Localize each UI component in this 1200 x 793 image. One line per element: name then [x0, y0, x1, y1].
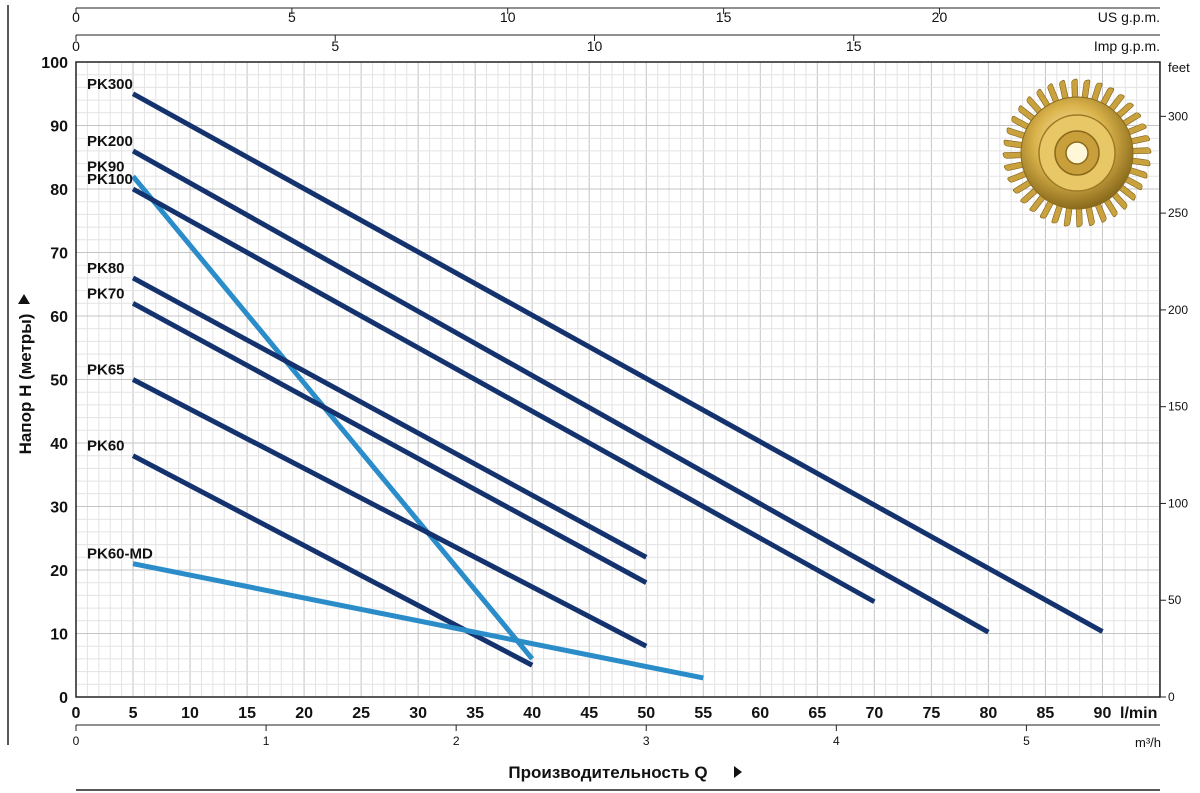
us-gpm-tick-label: 10: [500, 9, 516, 25]
x-tick-label: 10: [181, 705, 199, 722]
x-tick-label: 5: [129, 705, 138, 722]
impeller-icon: [1002, 78, 1152, 228]
m3h-tick-label: 4: [833, 734, 840, 748]
series-line-pk200: [131, 148, 990, 635]
feet-tick-label: 200: [1168, 303, 1188, 317]
x-tick-label: 85: [1037, 705, 1055, 722]
us-gpm-label: US g.p.m.: [1098, 9, 1160, 25]
x-tick-label: 20: [295, 705, 313, 722]
plot-border: [75, 61, 1161, 698]
us-gpm-tick-label: 15: [716, 9, 732, 25]
series-line-pk65: [131, 377, 648, 649]
m3h-tick-label: 2: [453, 734, 460, 748]
feet-label: feet: [1168, 60, 1190, 75]
x-tick-label: 50: [637, 705, 655, 722]
m3h-tick-label: 5: [1023, 734, 1030, 748]
imp-gpm-tick-label: 0: [72, 38, 80, 54]
x-axis-arrow-icon: [734, 766, 742, 778]
imp-gpm-tick-label: 15: [846, 38, 862, 54]
m3h-tick-label: 3: [643, 734, 650, 748]
series-line-pk80: [131, 275, 648, 560]
series-label-pk65: PK65: [87, 362, 125, 379]
y-axis-title: Напор H (метры): [16, 314, 35, 455]
y-tick-label: 70: [50, 246, 68, 263]
x-tick-label: 35: [466, 705, 484, 722]
feet-tick-label: 100: [1168, 496, 1188, 510]
m3h-tick-label: 0: [73, 734, 80, 748]
feet-tick-label: 150: [1168, 400, 1188, 414]
series-label-pk200: PK200: [87, 133, 133, 150]
y-tick-label: 50: [50, 373, 68, 390]
x-tick-label: 60: [751, 705, 769, 722]
x-unit-label: l/min: [1120, 705, 1157, 722]
m3h-tick-label: 1: [263, 734, 270, 748]
imp-gpm-tick-label: 10: [587, 38, 603, 54]
y-tick-label: 40: [50, 436, 68, 453]
y-tick-label: 10: [50, 627, 68, 644]
imp-gpm-label: Imp g.p.m.: [1094, 38, 1160, 54]
x-tick-label: 40: [523, 705, 541, 722]
x-tick-label: 65: [808, 705, 826, 722]
series-label-pk70: PK70: [87, 285, 125, 302]
feet-tick-label: 50: [1168, 593, 1182, 607]
x-tick-label: 55: [694, 705, 712, 722]
x-tick-label: 90: [1094, 705, 1112, 722]
feet-tick-label: 300: [1168, 109, 1188, 123]
x-tick-label: 75: [922, 705, 940, 722]
series-layer: [131, 91, 1104, 681]
y-tick-label: 100: [41, 55, 68, 72]
us-gpm-tick-label: 20: [932, 9, 948, 25]
series-label-pk60-md: PK60-MD: [87, 546, 153, 563]
series-label-pk300: PK300: [87, 76, 133, 93]
x-tick-label: 15: [238, 705, 256, 722]
series-label-pk100: PK100: [87, 171, 133, 188]
chart-grid: [75, 61, 1160, 698]
x-tick-label: 70: [865, 705, 883, 722]
x-tick-label: 30: [409, 705, 427, 722]
y-tick-label: 30: [50, 500, 68, 517]
series-line-pk70: [131, 301, 648, 585]
series-line-pk60-md: [132, 561, 704, 681]
y-tick-label: 60: [50, 309, 68, 326]
x-tick-label: 80: [980, 705, 998, 722]
plot-frame: [75, 7, 1161, 726]
x-axis-title: Производительность Q: [508, 763, 707, 782]
series-label-pk60: PK60: [87, 438, 125, 455]
y-axis-arrow-icon: [18, 294, 30, 304]
us-gpm-tick-label: 5: [288, 9, 296, 25]
series-line-pk300: [131, 91, 1104, 634]
x-tick-label: 45: [580, 705, 598, 722]
x-tick-label: 25: [352, 705, 370, 722]
y-tick-label: 80: [50, 182, 68, 199]
feet-tick-label: 0: [1168, 690, 1175, 704]
feet-tick-label: 250: [1168, 206, 1188, 220]
y-tick-label: 20: [50, 563, 68, 580]
m3h-unit-label: m³/h: [1135, 735, 1161, 750]
imp-gpm-tick-label: 5: [331, 38, 339, 54]
series-label-pk90: PK90: [87, 158, 125, 175]
ticks-layer: 0102030405060708090100050100150200250300…: [41, 8, 1188, 748]
y-tick-label: 0: [59, 690, 68, 707]
x-tick-label: 0: [72, 705, 81, 722]
y-tick-label: 90: [50, 119, 68, 136]
series-line-pk100: [131, 186, 876, 604]
us-gpm-tick-label: 0: [72, 9, 80, 25]
series-line-pk90: [131, 174, 535, 661]
series-label-pk80: PK80: [87, 260, 125, 277]
